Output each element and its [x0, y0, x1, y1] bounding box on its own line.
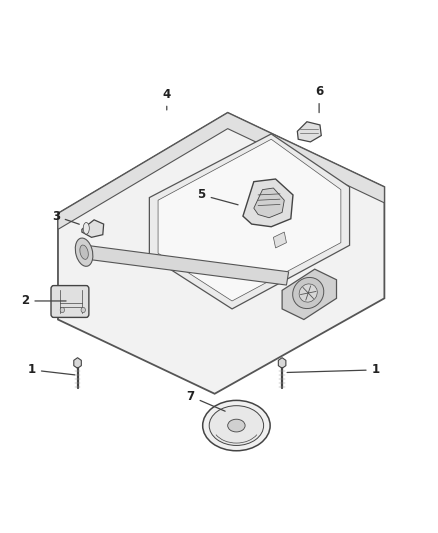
Text: 3: 3	[52, 209, 79, 224]
Text: 1: 1	[287, 364, 380, 376]
Ellipse shape	[203, 400, 270, 451]
Polygon shape	[297, 122, 321, 142]
Text: 6: 6	[315, 85, 323, 112]
Polygon shape	[278, 358, 286, 368]
Ellipse shape	[299, 284, 317, 302]
Ellipse shape	[80, 245, 88, 260]
Polygon shape	[273, 232, 286, 248]
Polygon shape	[158, 139, 341, 301]
Polygon shape	[74, 358, 81, 368]
Circle shape	[60, 308, 64, 313]
Polygon shape	[282, 269, 336, 319]
Ellipse shape	[83, 222, 89, 234]
Circle shape	[81, 308, 85, 313]
Polygon shape	[149, 134, 350, 309]
Text: 4: 4	[162, 87, 171, 110]
Polygon shape	[243, 179, 293, 227]
Ellipse shape	[293, 278, 324, 309]
Polygon shape	[58, 113, 385, 229]
Text: 1: 1	[28, 364, 75, 376]
Polygon shape	[82, 245, 289, 285]
Ellipse shape	[209, 406, 264, 446]
FancyBboxPatch shape	[51, 286, 89, 317]
Text: 5: 5	[198, 189, 238, 205]
Polygon shape	[58, 113, 385, 394]
Polygon shape	[82, 220, 104, 237]
Text: 2: 2	[21, 294, 66, 308]
Text: 7: 7	[187, 390, 225, 411]
Ellipse shape	[75, 238, 93, 266]
Ellipse shape	[228, 419, 245, 432]
Polygon shape	[254, 188, 284, 217]
